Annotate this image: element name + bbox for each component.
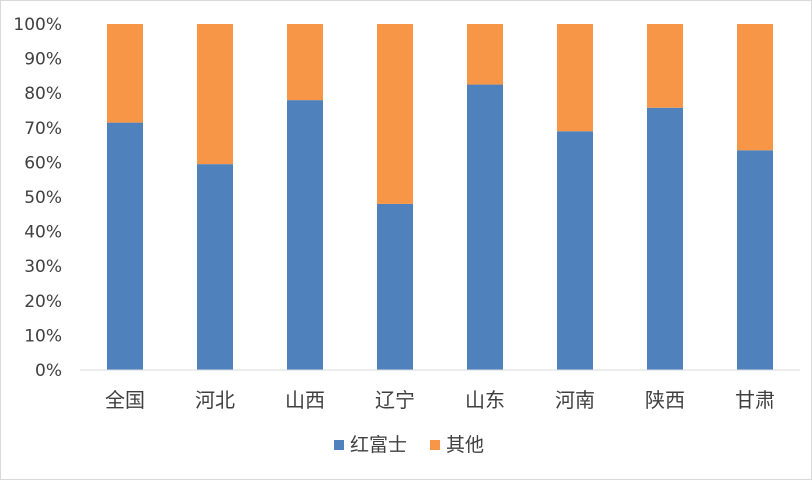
y-tick-label: 30% (24, 257, 62, 277)
x-tick-label: 山东 (465, 388, 505, 412)
bar-segment-series-2 (647, 24, 683, 108)
legend-swatch (430, 440, 440, 450)
y-tick-label: 10% (24, 326, 62, 346)
x-tick-label: 陕西 (645, 388, 685, 412)
x-axis: 全国 河北 山西 辽宁 山东 河南 陕西 甘肃 (80, 369, 800, 412)
legend: 红富士 其他 (334, 434, 484, 456)
bar-segment-series-1 (557, 131, 593, 370)
bar-segment-series-1 (737, 150, 773, 370)
bar-segment-series-1 (107, 122, 143, 370)
x-tick-label: 河北 (195, 388, 235, 412)
x-tick-label: 山西 (285, 388, 325, 412)
y-tick-label: 0% (35, 361, 62, 381)
bar-segment-series-1 (647, 107, 683, 370)
y-tick-label: 20% (24, 292, 62, 312)
bar-segment-series-1 (197, 164, 233, 370)
bar-segment-series-2 (737, 24, 773, 151)
bar-segment-series-1 (467, 84, 503, 371)
bar-segment-series-2 (107, 24, 143, 123)
y-tick-label: 70% (24, 119, 62, 139)
bar-segment-series-2 (197, 24, 233, 165)
legend-label: 其他 (446, 434, 484, 456)
y-tick-label: 60% (24, 153, 62, 173)
x-tick-label: 河南 (555, 388, 595, 412)
y-tick-label: 40% (24, 223, 62, 243)
y-tick-label: 80% (24, 84, 62, 104)
bar-series (107, 24, 773, 371)
x-tick-label: 甘肃 (735, 388, 775, 412)
bar-segment-series-1 (287, 100, 323, 371)
y-axis: 0% 10% 20% 30% 40% 50% 60% 70% 80% 90% 100% (13, 15, 62, 381)
x-tick-label: 全国 (105, 388, 145, 412)
y-tick-label: 90% (24, 50, 62, 70)
bar-segment-series-2 (287, 24, 323, 101)
legend-swatch (334, 440, 344, 450)
bar-segment-series-2 (557, 24, 593, 132)
bar-segment-series-2 (467, 24, 503, 85)
bar-segment-series-1 (377, 203, 413, 370)
y-tick-label: 100% (13, 15, 62, 35)
y-tick-label: 50% (24, 188, 62, 208)
x-tick-label: 辽宁 (375, 388, 415, 412)
bar-segment-series-2 (377, 24, 413, 204)
legend-label: 红富士 (350, 434, 407, 456)
